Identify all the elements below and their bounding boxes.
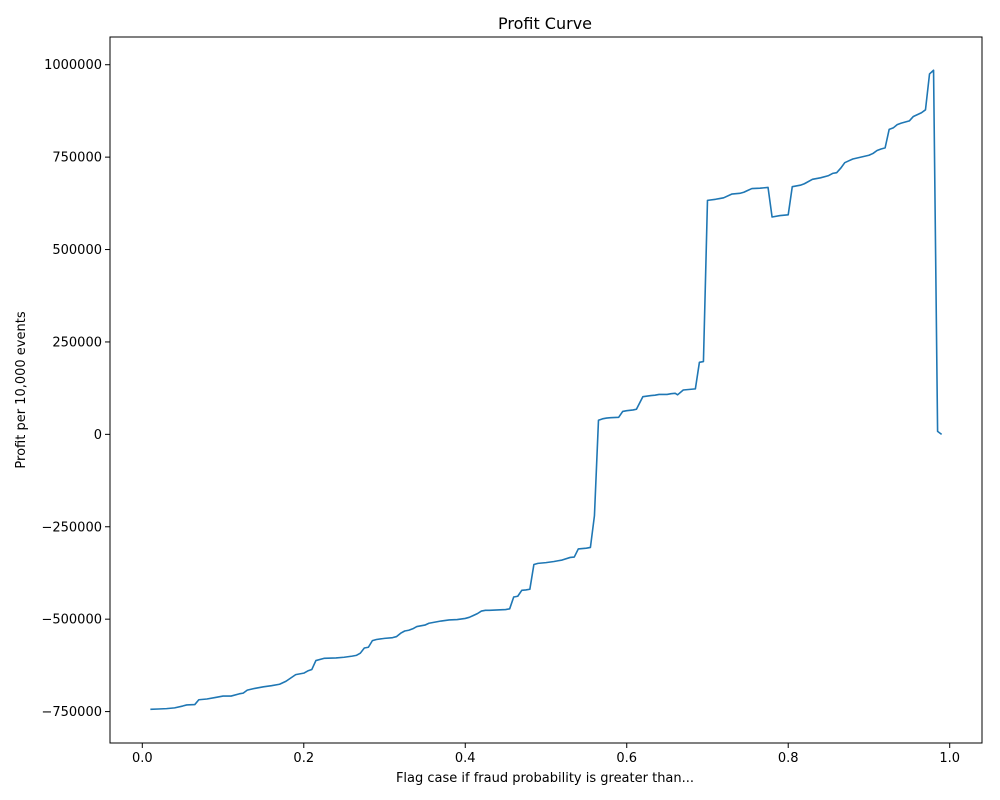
y-tick-label: 0	[94, 428, 102, 443]
x-tick-label: 0.8	[778, 751, 799, 766]
y-tick-label: 250000	[52, 335, 102, 350]
plot-frame	[109, 36, 983, 744]
x-tick-label: 0.4	[455, 751, 476, 766]
x-axis-ticks: 0.0 0.2 0.4 0.6 0.8 1.0	[132, 743, 960, 766]
x-tick-label: 0.6	[616, 751, 637, 766]
chart-title: Profit Curve	[498, 14, 592, 33]
x-tick-label: 0.0	[132, 751, 153, 766]
y-tick-label: 1000000	[44, 58, 102, 73]
y-tick-label: −250000	[41, 520, 102, 535]
x-axis-label: Flag case if fraud probability is greate…	[396, 771, 694, 786]
y-tick-label: −500000	[41, 613, 102, 628]
plot-marks	[150, 69, 943, 711]
y-axis-label: Profit per 10,000 events	[14, 311, 29, 468]
series-line-0	[150, 69, 943, 711]
y-tick-label: −750000	[41, 705, 102, 720]
y-axis-ticks: −750000 −500000 −250000 0 250000 500000 750000…	[41, 58, 110, 720]
x-tick-label: 1.0	[939, 751, 960, 766]
x-tick-label: 0.2	[293, 751, 314, 766]
y-tick-label: 750000	[52, 151, 102, 166]
y-tick-label: 500000	[52, 243, 102, 258]
